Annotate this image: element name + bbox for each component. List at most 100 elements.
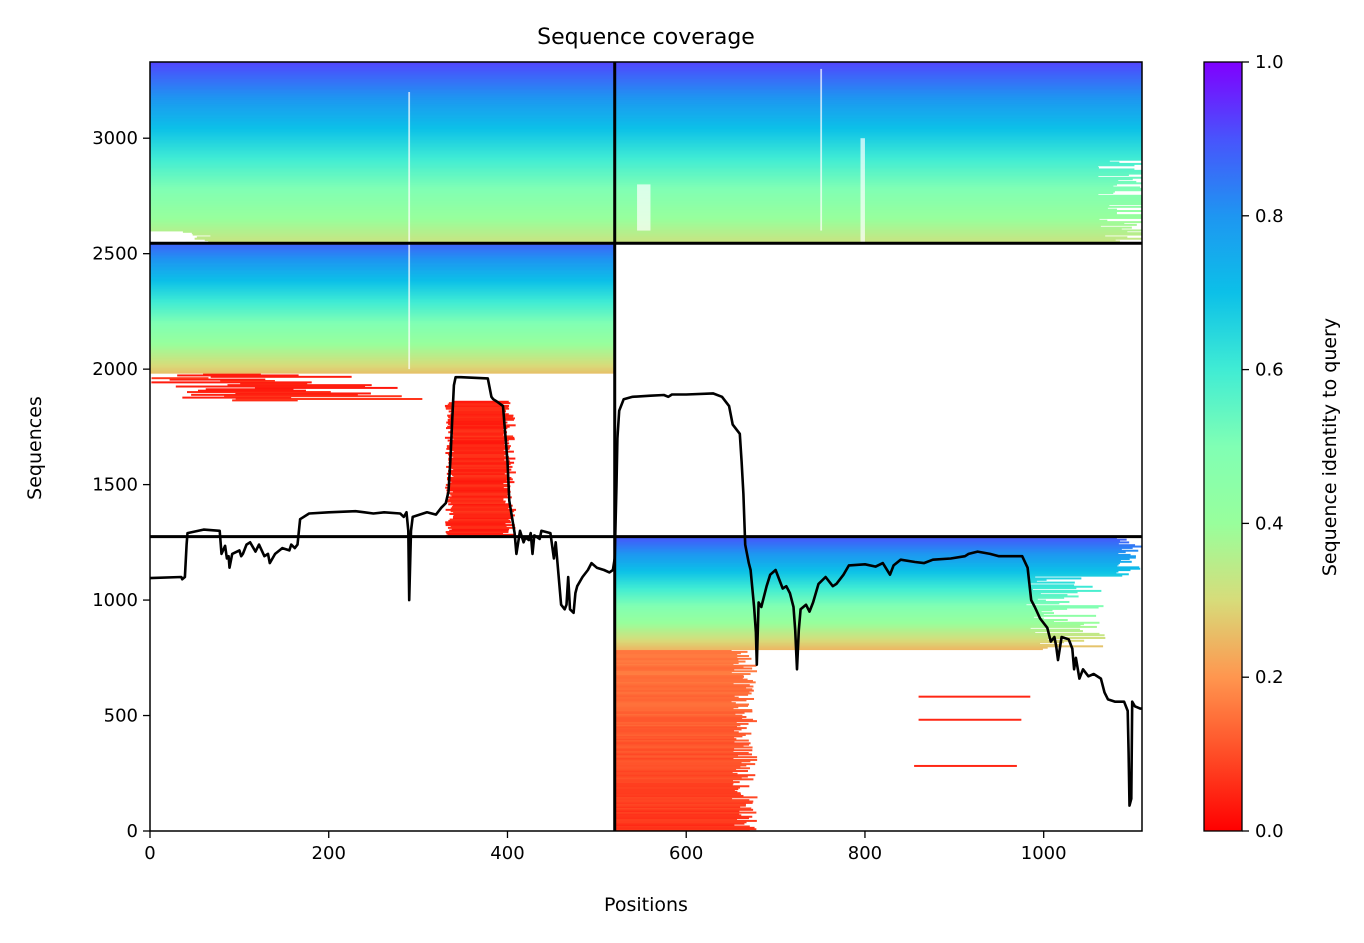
coverage-band-chain1	[150, 343, 615, 346]
coverage-band-chain2	[614, 581, 1075, 584]
coverage-band-chain2	[614, 824, 735, 827]
coverage-band-chain1	[448, 422, 505, 425]
coverage-band-chain2	[614, 664, 757, 667]
coverage-band-paired	[150, 204, 1110, 207]
coverage-band-paired	[150, 89, 1142, 92]
coverage-band-chain2	[614, 560, 1132, 563]
coverage-band-chain1	[447, 403, 504, 406]
coverage-band-chain2	[614, 537, 1117, 540]
coverage-band-chain2	[614, 752, 749, 755]
coverage-heatmap	[150, 62, 1142, 831]
coverage-band-chain1	[150, 334, 615, 337]
coverage-band-chain1	[150, 316, 615, 319]
coverage-band-paired	[150, 182, 1142, 185]
coverage-band-chain1	[150, 303, 615, 306]
coverage-band-paired	[150, 178, 1133, 181]
coverage-band-chain2	[614, 623, 1084, 626]
coverage-band-chain2	[614, 549, 1139, 552]
coverage-band-chain2	[614, 569, 1131, 572]
coverage-band-chain2	[614, 587, 1077, 590]
coverage-band-paired	[150, 64, 1142, 67]
coverage-band-paired	[150, 70, 1142, 73]
coverage-band-chain2	[614, 695, 735, 698]
coverage-band-paired	[150, 147, 1142, 150]
coverage-band-chain1	[447, 526, 516, 529]
coverage-band-chain1	[445, 452, 508, 455]
coverage-band-chain1	[452, 517, 512, 520]
coverage-band-chain1	[150, 295, 615, 298]
coverage-band-chain2	[614, 825, 750, 828]
coverage-band-chain1	[453, 456, 510, 459]
coverage-band-chain2	[614, 750, 734, 753]
coverage-band-paired	[150, 119, 1142, 122]
coverage-band-chain2	[614, 653, 738, 656]
coverage-band-paired	[150, 133, 1142, 136]
coverage-band-chain1	[150, 323, 615, 326]
coverage-band-chain1	[451, 528, 510, 531]
coverage-band-chain2	[614, 599, 1046, 602]
coverage-band-chain2	[614, 650, 748, 653]
coverage-band-chain1	[150, 251, 615, 254]
coverage-band-chain1	[210, 375, 352, 378]
coverage-band-paired	[192, 233, 1142, 236]
coverage-band-chain1	[453, 434, 504, 437]
coverage-band-chain1	[448, 431, 508, 434]
coverage-band-chain2	[614, 725, 737, 728]
coverage-band-paired	[150, 93, 1142, 96]
coverage-band-chain2	[614, 761, 742, 764]
coverage-band-chain1	[447, 425, 510, 428]
coverage-band-chain1	[445, 521, 512, 524]
coverage-band-chain1	[150, 269, 615, 272]
coverage-band-chain2	[614, 538, 1127, 541]
coverage-band-chain2	[614, 655, 750, 658]
coverage-band-chain1	[449, 497, 504, 500]
coverage-band-chain2	[614, 544, 1136, 547]
coverage-band-chain2	[614, 778, 754, 781]
coverage-band-chain1	[150, 350, 615, 353]
coverage-band-chain1	[448, 485, 511, 488]
coverage-band-chain2	[614, 821, 747, 824]
coverage-band-chain2	[614, 789, 735, 792]
coverage-band-chain1	[447, 446, 511, 449]
coverage-band-chain2	[614, 745, 744, 748]
coverage-band-chain1	[453, 438, 515, 441]
coverage-band-chain2	[614, 718, 754, 721]
coverage-band-chain2	[614, 757, 734, 760]
coverage-band-chain1	[446, 532, 504, 535]
coverage-band-chain1	[150, 314, 615, 317]
coverage-band-chain2	[614, 619, 1068, 621]
coverage-band-chain2	[614, 639, 1085, 642]
coverage-fragment	[918, 718, 1022, 721]
coverage-band-chain2	[614, 771, 733, 774]
coverage-band-paired	[150, 135, 1142, 138]
coverage-band-chain1	[150, 332, 615, 335]
coverage-band-chain1	[197, 389, 306, 392]
coverage-band-chain1	[150, 345, 615, 348]
coverage-band-chain2	[614, 637, 1106, 640]
coverage-band-paired	[150, 88, 1142, 91]
coverage-band-chain1	[453, 450, 514, 453]
coverage-band-chain1	[449, 460, 511, 463]
coverage-band-chain2	[614, 711, 745, 714]
colorbar-tick-label: 1.0	[1255, 52, 1284, 73]
coverage-band-chain1	[150, 263, 615, 266]
coverage-band-chain1	[150, 325, 615, 328]
coverage-band-chain1	[453, 475, 509, 478]
coverage-band-chain1	[150, 253, 615, 256]
coverage-band-chain1	[446, 427, 508, 430]
coverage-band-chain1	[445, 508, 517, 511]
x-tick-label: 200	[312, 843, 346, 864]
coverage-band-chain2	[614, 706, 739, 709]
coverage-band-chain2	[614, 776, 742, 779]
coverage-band-chain1	[150, 270, 615, 273]
coverage-band-chain1	[150, 366, 615, 369]
coverage-band-chain2	[614, 764, 747, 767]
coverage-band-chain1	[150, 281, 615, 284]
coverage-band-chain2	[614, 803, 746, 806]
coverage-band-chain2	[614, 794, 744, 797]
coverage-band-chain1	[169, 378, 266, 381]
coverage-band-chain2	[614, 686, 747, 689]
coverage-band-chain2	[614, 577, 1082, 580]
coverage-band-chain2	[614, 710, 753, 713]
coverage-band-chain1	[452, 474, 509, 477]
